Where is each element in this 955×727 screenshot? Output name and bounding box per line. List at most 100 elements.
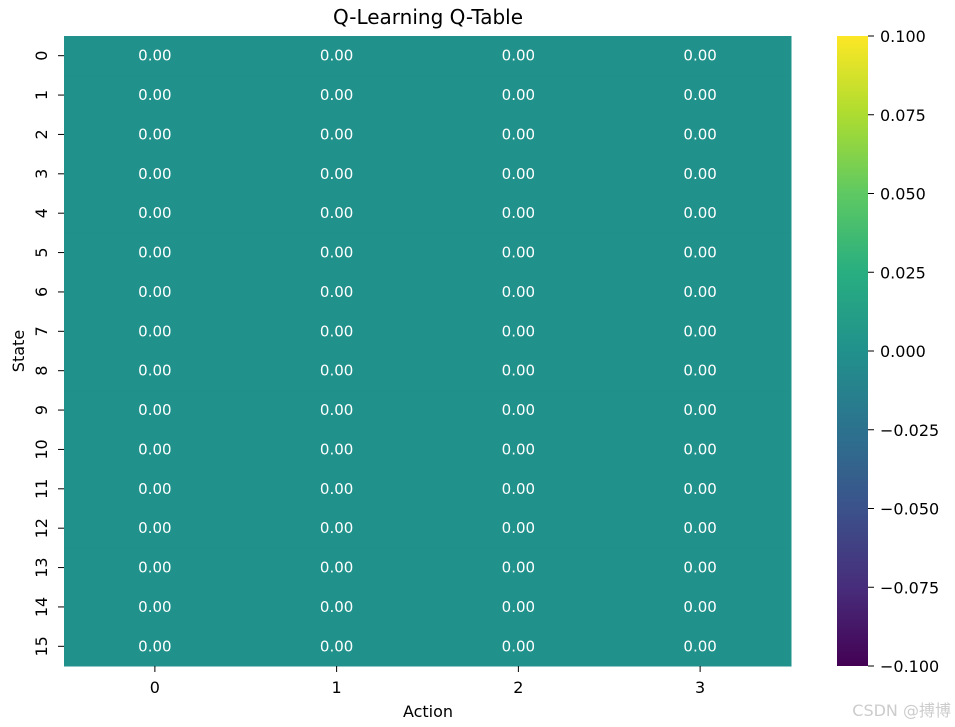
- y-axis-tick-label: 13: [32, 557, 51, 577]
- heatmap-cell: [64, 154, 247, 194]
- heatmap-cell: [245, 626, 428, 667]
- y-axis-tick-label: 3: [32, 169, 51, 179]
- heatmap-cell-label: 0.00: [502, 362, 535, 380]
- heatmap-cell: [609, 154, 792, 194]
- x-axis-tick-label: 2: [513, 678, 523, 697]
- heatmap-cell-label: 0.00: [683, 204, 716, 222]
- heatmap-cell-label: 0.00: [683, 480, 716, 498]
- heatmap-cell: [427, 193, 610, 234]
- heatmap-cell-label: 0.00: [683, 440, 716, 458]
- heatmap-cell: [64, 272, 247, 313]
- heatmap-cell-label: 0.00: [320, 440, 353, 458]
- heatmap-cell: [427, 469, 610, 509]
- heatmap-cell: [609, 75, 792, 116]
- heatmap-cell: [64, 429, 247, 470]
- y-axis-tick-label: 2: [32, 129, 51, 139]
- heatmap-cell: [245, 390, 428, 431]
- heatmap-cell: [609, 547, 792, 588]
- heatmap-cell-label: 0.00: [683, 47, 716, 65]
- heatmap-cell: [427, 272, 610, 313]
- heatmap-cell-label: 0.00: [320, 559, 353, 577]
- heatmap-cell: [427, 351, 610, 391]
- heatmap-cell-label: 0.00: [502, 637, 535, 655]
- heatmap-cell-label: 0.00: [683, 362, 716, 380]
- heatmap-cell-label: 0.00: [683, 283, 716, 301]
- heatmap-cell: [245, 272, 428, 313]
- heatmap-cell-label: 0.00: [683, 559, 716, 577]
- heatmap-cell-label: 0.00: [683, 86, 716, 104]
- heatmap-cell-label: 0.00: [138, 401, 171, 419]
- heatmap-cell: [609, 587, 792, 628]
- y-axis-tick-label: 14: [32, 597, 51, 617]
- heatmap-cell-label: 0.00: [320, 125, 353, 143]
- heatmap-cell: [64, 232, 247, 273]
- heatmap-cell: [609, 429, 792, 470]
- y-axis-tick-label: 12: [32, 518, 51, 538]
- colorbar-tick-label: −0.075: [880, 578, 939, 597]
- heatmap-cell-label: 0.00: [502, 165, 535, 183]
- heatmap-cell-label: 0.00: [320, 637, 353, 655]
- heatmap-cell: [64, 587, 247, 628]
- y-axis-tick-label: 5: [32, 247, 51, 257]
- heatmap-cell: [427, 36, 610, 76]
- heatmap-cells: [64, 36, 792, 667]
- heatmap-cell-label: 0.00: [502, 283, 535, 301]
- heatmap-cell: [245, 36, 428, 76]
- heatmap-cell: [245, 311, 428, 352]
- heatmap-cell: [245, 351, 428, 391]
- colorbar-tick-label: 0.075: [880, 106, 926, 125]
- colorbar: [837, 36, 868, 666]
- heatmap-cell: [427, 626, 610, 667]
- heatmap-cell: [609, 114, 792, 155]
- colorbar-tick-label: 0.025: [880, 263, 926, 282]
- heatmap-cell: [609, 311, 792, 352]
- heatmap-cell-label: 0.00: [683, 519, 716, 537]
- chart-title: Q-Learning Q-Table: [333, 5, 523, 29]
- heatmap-cell: [427, 547, 610, 588]
- heatmap-cell-label: 0.00: [138, 440, 171, 458]
- heatmap-cell: [609, 272, 792, 313]
- heatmap-cell: [245, 469, 428, 509]
- y-axis-tick-label: 0: [32, 51, 51, 61]
- heatmap-cell-label: 0.00: [138, 519, 171, 537]
- heatmap-cell-label: 0.00: [683, 165, 716, 183]
- colorbar-tick-label: −0.100: [880, 657, 939, 676]
- heatmap-cell: [609, 469, 792, 509]
- x-axis-tick-label: 0: [150, 678, 160, 697]
- heatmap-cell: [427, 311, 610, 352]
- y-axis-tick-label: 10: [32, 439, 51, 459]
- heatmap-cell: [64, 547, 247, 588]
- heatmap-cell: [609, 508, 792, 549]
- heatmap-cell-label: 0.00: [320, 165, 353, 183]
- heatmap-cell: [609, 626, 792, 667]
- heatmap-cell: [64, 626, 247, 667]
- y-axis-tick-label: 11: [32, 479, 51, 499]
- heatmap-cell-label: 0.00: [320, 598, 353, 616]
- heatmap-cell: [427, 114, 610, 155]
- heatmap-cell: [64, 311, 247, 352]
- heatmap-cell-label: 0.00: [502, 204, 535, 222]
- heatmap-cell: [609, 351, 792, 391]
- heatmap-cell-label: 0.00: [320, 283, 353, 301]
- colorbar-tick-label: −0.025: [880, 421, 939, 440]
- x-axis-label: Action: [403, 702, 453, 721]
- heatmap-cell-label: 0.00: [502, 322, 535, 340]
- heatmap-cell-labels: 0.00 0.00 0.00 0.00 0.00 0.00 0.00 0.00 0.00 0.00…: [138, 47, 717, 656]
- x-axis-tick-label: 1: [332, 678, 342, 697]
- heatmap-cell: [245, 587, 428, 628]
- heatmap-cell-label: 0.00: [502, 401, 535, 419]
- y-axis-tick-label: 4: [32, 208, 51, 218]
- heatmap-cell: [245, 232, 428, 273]
- heatmap-cell-label: 0.00: [683, 322, 716, 340]
- heatmap-cell-label: 0.00: [138, 559, 171, 577]
- heatmap-cell-label: 0.00: [502, 519, 535, 537]
- colorbar-tick-label: −0.050: [880, 500, 939, 519]
- heatmap-cell-label: 0.00: [683, 401, 716, 419]
- heatmap-cell-label: 0.00: [138, 204, 171, 222]
- heatmap-cell-label: 0.00: [502, 559, 535, 577]
- heatmap-cell-label: 0.00: [320, 362, 353, 380]
- heatmap-cell-label: 0.00: [138, 598, 171, 616]
- heatmap-cell-label: 0.00: [138, 480, 171, 498]
- heatmap-cell-label: 0.00: [138, 244, 171, 262]
